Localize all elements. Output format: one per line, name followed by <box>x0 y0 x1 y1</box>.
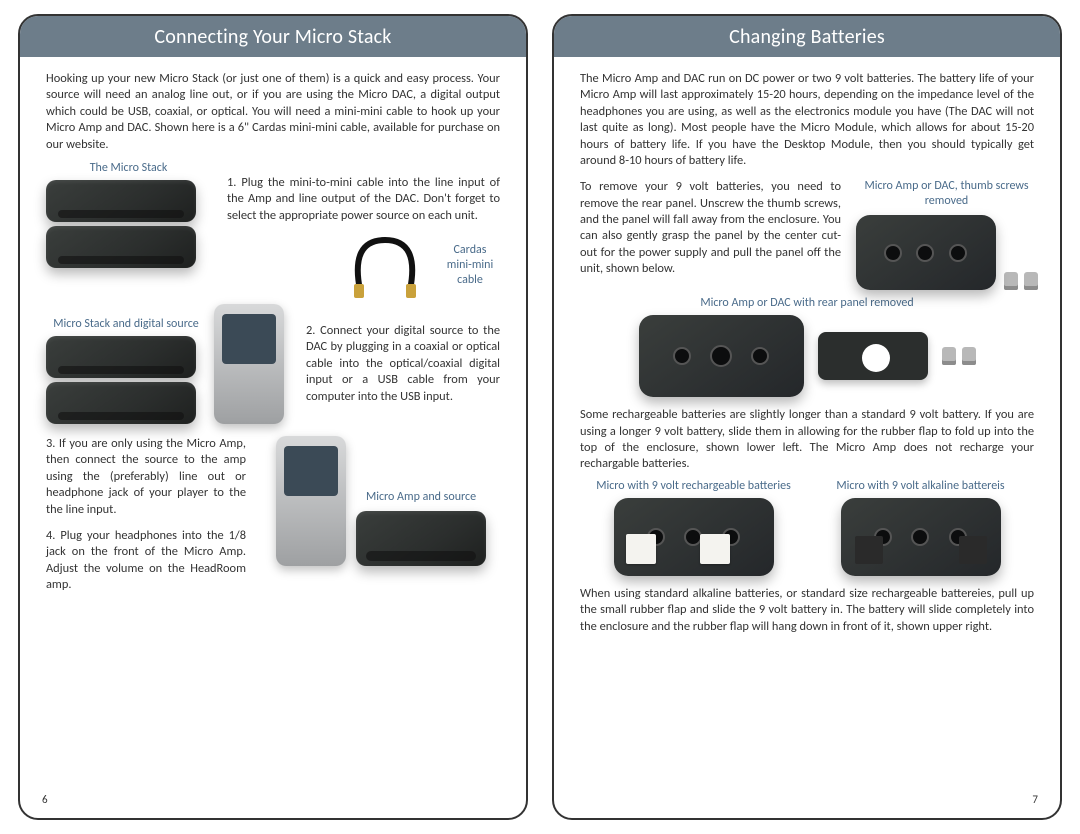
manual-page-right: Changing Batteries The Micro Amp and DAC… <box>552 14 1062 820</box>
product-image-player-2 <box>276 436 346 566</box>
para-3: Some rechargeable batteries are slightly… <box>580 407 1034 473</box>
label-micro-stack: The Micro Stack <box>46 161 211 176</box>
intro-paragraph: Hooking up your new Micro Stack (or just… <box>46 71 500 153</box>
label-stack-source: Micro Stack and digital source <box>46 317 206 332</box>
product-image-panel-removed <box>639 315 804 397</box>
label-alkaline: Micro with 9 volt alkaline battereis <box>836 479 1004 494</box>
page-title: Changing Batteries <box>729 25 885 49</box>
page-title: Connecting Your Micro Stack <box>154 25 391 49</box>
step-3: 3. If you are only using the Micro Amp, … <box>46 436 246 518</box>
step-4: 4. Plug your headphones into the 1/8 jac… <box>46 528 246 594</box>
page-title-banner: Changing Batteries <box>554 16 1060 57</box>
page-content-right: The Micro Amp and DAC run on DC power or… <box>554 57 1060 635</box>
product-image-rear-screws-removed <box>856 215 996 290</box>
label-amp-source: Micro Amp and source <box>366 490 476 505</box>
label-screws-removed: Micro Amp or DAC, thumb screws removed <box>859 179 1034 209</box>
thumb-screws-icon-2 <box>942 347 976 365</box>
label-cardas-cable: Cardas mini-mini cable <box>440 243 500 288</box>
label-panel-removed: Micro Amp or DAC with rear panel removed <box>700 296 913 311</box>
manual-page-left: Connecting Your Micro Stack Hooking up y… <box>18 14 528 820</box>
thumb-screws-icon <box>1004 272 1038 290</box>
product-image-micro-stack <box>46 180 211 268</box>
product-image-cardas-cable <box>340 230 430 300</box>
product-image-alkaline <box>841 498 1001 576</box>
para-2: To remove your 9 volt batteries, you nee… <box>580 179 841 277</box>
page-content-left: Hooking up your new Micro Stack (or just… <box>20 57 526 593</box>
page-title-banner: Connecting Your Micro Stack <box>20 16 526 57</box>
step-2: 2. Connect your digital source to the DA… <box>306 323 500 405</box>
page-number: 7 <box>1032 793 1038 806</box>
step-1: 1. Plug the mini-to-mini cable into the … <box>227 175 500 224</box>
product-image-stack-with-source <box>46 336 206 424</box>
page-number: 6 <box>42 793 48 806</box>
label-rechargeable: Micro with 9 volt rechargeable batteries <box>596 479 791 494</box>
product-image-micro-amp <box>356 511 486 566</box>
product-image-rechargeable <box>614 498 774 576</box>
product-image-rear-plate <box>818 332 928 380</box>
product-image-digital-player <box>214 304 284 424</box>
para-1: The Micro Amp and DAC run on DC power or… <box>580 71 1034 169</box>
para-4: When using standard alkaline batteries, … <box>580 586 1034 635</box>
